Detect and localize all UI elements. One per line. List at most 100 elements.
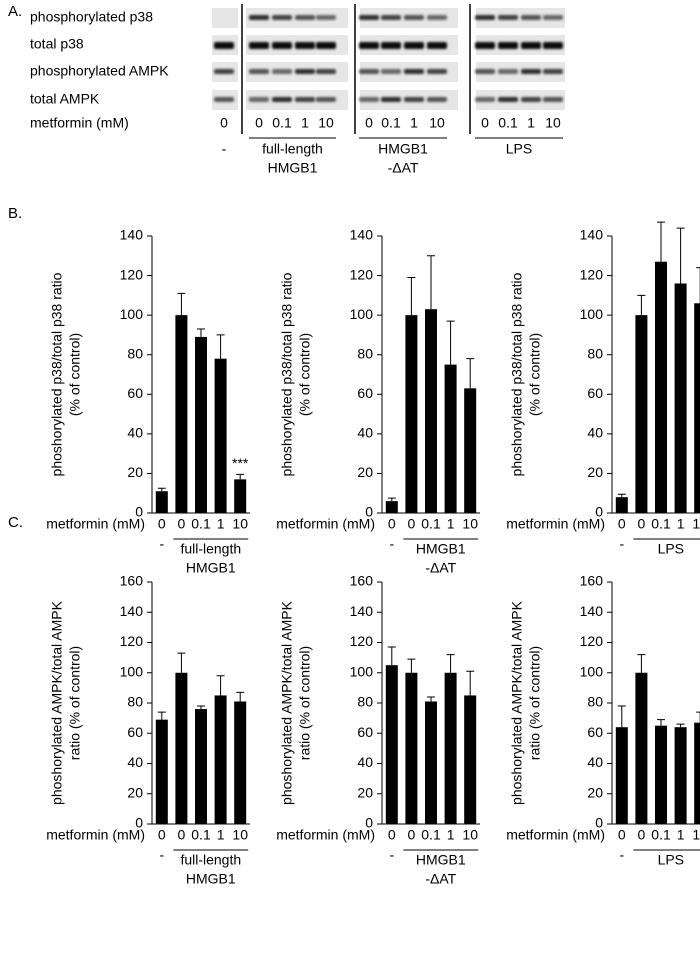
group-label: - [159,536,164,552]
blot-strip [476,35,565,55]
y-tick-label: 40 [357,425,373,441]
y-tick-label: 140 [350,603,374,619]
y-tick-label: 40 [127,425,143,441]
blot-band [214,69,234,74]
group-label: HMGB1 [378,141,428,157]
bar [405,672,418,824]
blot-band [543,15,563,20]
y-tick-label: 40 [357,754,373,770]
y-tick-label: 80 [587,345,603,361]
error-bar [216,675,225,696]
x-axis-label: metformin (mM) [46,516,145,532]
bar [694,722,700,824]
x-axis-label: metformin (mM) [506,827,605,843]
y-tick-label: 60 [357,385,373,401]
y-tick-label: 120 [120,633,144,649]
bar [175,672,188,824]
y-axis-label: ratio (% of control) [527,646,543,760]
blot-band [316,97,336,102]
error-bar [676,227,685,284]
x-tick-label: 10 [232,827,248,843]
y-tick-label: 40 [587,754,603,770]
y-tick-label: 140 [120,227,144,243]
x-tick-label: 0 [408,516,416,532]
y-tick-label: 60 [587,724,603,740]
error-bar [177,292,186,316]
x-tick-label: 0 [618,827,626,843]
y-tick-label: 120 [120,266,144,282]
bar [635,672,648,824]
dose: 0.1 [272,115,292,131]
x-tick-label: 0 [408,827,416,843]
error-bar [466,670,475,696]
blot-band [249,15,269,20]
error-bar [657,719,665,726]
group-label: full-length [180,541,241,557]
x-tick-label: 0 [388,516,396,532]
error-bar [197,705,205,710]
y-axis-label: phoshorylated AMPK/total AMPK [49,600,65,805]
x-tick-label: 0.1 [191,827,211,843]
blot-band [249,69,269,74]
x-tick-label: 0.1 [421,827,441,843]
group-label: HMGB1 [416,852,466,868]
y-tick-label: 0 [365,815,373,831]
blot-band [521,69,541,74]
dose: 0 [220,115,228,131]
bar [694,303,700,513]
group-label: LPS [658,852,684,868]
blot-band [214,97,234,102]
error-bar [466,358,475,389]
y-tick-label: 0 [595,504,603,520]
y-tick-label: 0 [595,815,603,831]
bar [405,315,418,513]
error-bar [236,473,245,480]
dose: 1 [410,115,418,131]
blot-band [316,69,336,74]
bar [425,701,437,824]
blot-band [359,42,379,49]
dose: 0 [365,115,373,131]
bar [195,709,207,824]
blot-band [249,42,269,49]
bar [444,672,457,824]
blot-band [543,97,563,102]
error-bar [617,705,626,728]
bar [155,719,168,824]
bar [655,725,667,824]
blot-band [272,15,292,20]
error-bar [236,691,245,702]
dose: 0.1 [498,115,518,131]
blot-band [214,42,234,49]
blot-band [427,69,447,74]
error-bar [637,294,646,316]
x-tick-label: 1 [677,827,685,843]
blot-band [359,69,379,74]
group-label: - [619,847,624,863]
group-label: - [389,536,394,552]
error-bar [696,711,700,723]
bar [464,388,477,513]
x-tick-label: 10 [692,827,700,843]
blot-band [521,15,541,20]
group-label: full-length [262,141,323,157]
dose: 0.1 [381,115,401,131]
group-label: - [159,847,164,863]
x-axis-label: metformin (mM) [276,516,375,532]
y-tick-label: 100 [120,663,144,679]
x-tick-label: 1 [447,827,455,843]
blot-band [404,97,424,102]
x-axis-label: metformin (mM) [506,516,605,532]
bar [385,501,398,513]
error-bar [617,493,626,498]
x-tick-label: 0.1 [191,516,211,532]
blot-band [295,97,315,102]
panel-label: B. [8,205,22,222]
blot-band [295,69,315,74]
bar [214,358,227,513]
blot-strip [476,62,565,82]
y-tick-label: 140 [580,227,604,243]
y-tick-label: 20 [127,464,143,480]
blot-band [295,42,315,49]
x-tick-label: 1 [217,516,225,532]
